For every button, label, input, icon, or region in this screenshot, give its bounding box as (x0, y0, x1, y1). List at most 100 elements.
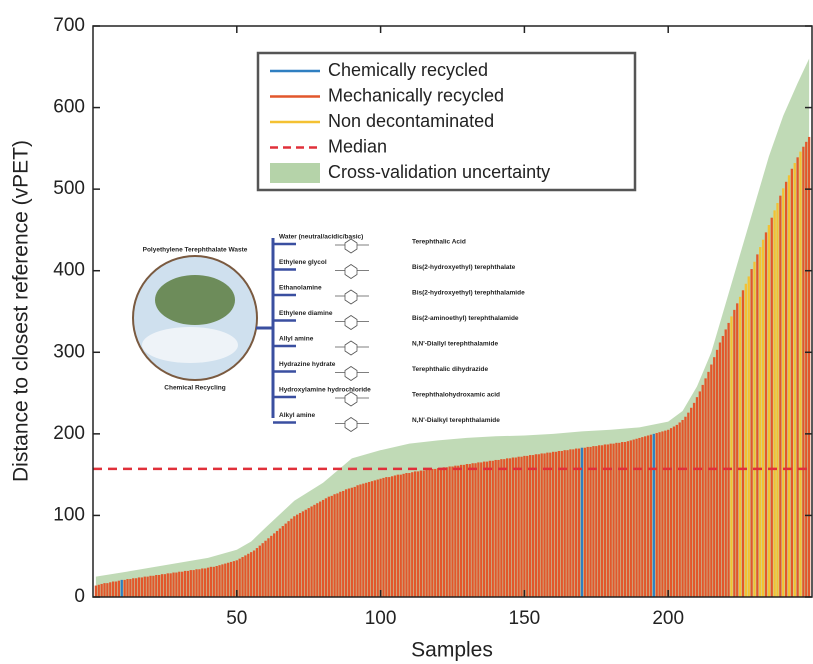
bar (307, 508, 310, 597)
inset-product: Terephthalic Acid (412, 239, 466, 246)
y-axis-label: Distance to closest reference (vPET) (10, 140, 33, 482)
bar (439, 468, 443, 597)
bar (531, 455, 535, 597)
bar (117, 580, 121, 597)
bar (600, 445, 604, 597)
bar (166, 573, 169, 597)
bar (508, 458, 512, 597)
bar (183, 570, 187, 597)
bar (270, 535, 273, 597)
bar (172, 572, 175, 597)
bar (465, 464, 469, 597)
bar (511, 457, 515, 597)
y-tick-label: 600 (53, 97, 85, 118)
bar (678, 422, 681, 597)
bar (149, 575, 152, 597)
bar (537, 454, 540, 597)
bar (644, 436, 647, 597)
bar (120, 579, 123, 597)
bar (807, 136, 811, 598)
bar (451, 466, 454, 597)
bar (681, 419, 684, 597)
bar (577, 448, 581, 597)
bar (235, 560, 238, 597)
bar (209, 566, 213, 597)
bar (546, 452, 549, 597)
bar (655, 433, 658, 597)
bar (468, 464, 471, 597)
y-tick-label: 200 (53, 423, 85, 444)
bar (204, 568, 207, 597)
bar (482, 461, 486, 597)
bar (419, 470, 423, 597)
bar (759, 247, 762, 597)
bar (399, 474, 402, 597)
bar (744, 283, 748, 597)
bar (304, 509, 307, 597)
bar (393, 475, 397, 597)
bar (773, 210, 776, 597)
inset-structure (335, 340, 369, 356)
bar (324, 498, 328, 597)
inset-reagent: Allyl amine (279, 336, 314, 343)
bar (339, 491, 342, 597)
bar (586, 446, 589, 597)
bar (413, 471, 417, 597)
x-axis-label: Samples (411, 639, 493, 662)
inset-structure (335, 391, 369, 407)
bar (264, 540, 267, 597)
bar (652, 433, 655, 597)
bar (241, 557, 244, 597)
bar (146, 576, 149, 597)
bar (344, 489, 348, 597)
inset-structure (335, 366, 369, 381)
bar (126, 579, 129, 597)
y-tick-label: 0 (74, 586, 85, 607)
bar (370, 481, 374, 597)
bar (488, 460, 492, 597)
bar (402, 473, 405, 597)
bar (787, 175, 791, 598)
bar (724, 329, 727, 597)
bar (244, 555, 247, 597)
bar (675, 424, 678, 597)
bar (175, 572, 178, 597)
bar (649, 434, 653, 597)
bar (330, 495, 333, 597)
inset-structure (335, 238, 369, 254)
bar (632, 439, 635, 597)
bar (258, 545, 261, 597)
bar (563, 450, 566, 597)
bar (485, 461, 489, 597)
inset-reagent: Hydrazine hydrate (279, 361, 336, 368)
y-tick-label: 700 (53, 15, 85, 36)
x-tick-label: 150 (509, 608, 541, 629)
bar (313, 504, 316, 597)
bar (224, 563, 227, 597)
legend-label: Chemically recycled (328, 60, 488, 80)
bar (396, 474, 400, 597)
bar (707, 371, 710, 597)
bar (514, 457, 517, 597)
bar (114, 581, 118, 597)
bar (710, 364, 713, 597)
x-tick-label: 50 (226, 608, 247, 629)
bar (316, 503, 319, 597)
bar (736, 303, 739, 597)
inset-reagent: Alkyl amine (279, 412, 316, 419)
bar (695, 397, 699, 597)
bar (589, 446, 592, 597)
bar (543, 453, 546, 597)
bar (557, 450, 561, 597)
bar (741, 290, 745, 597)
x-tick-label: 200 (652, 608, 684, 629)
bar (583, 447, 586, 597)
bar (580, 447, 584, 597)
bar (638, 437, 641, 597)
bar (505, 458, 509, 597)
bar (764, 232, 768, 597)
inset-structure (335, 315, 369, 330)
legend-label: Non decontaminated (328, 111, 494, 131)
inset-product: Bis(2-hydroxyethyl) terephthalate (412, 264, 516, 271)
